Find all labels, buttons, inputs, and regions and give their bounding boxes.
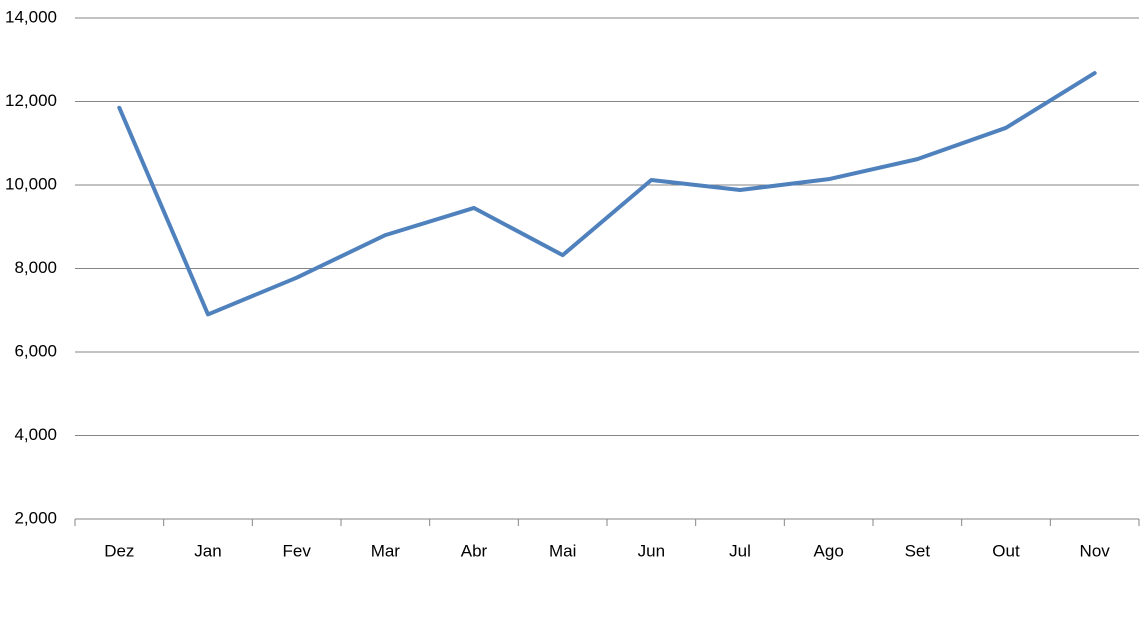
y-tick-label: 4,000 — [14, 425, 57, 444]
y-tick-label: 14,000 — [5, 7, 57, 26]
data-line — [117, 71, 1097, 317]
y-tick-label: 2,000 — [14, 508, 57, 527]
x-tick-label: Mar — [371, 541, 401, 560]
x-tick-label: Jul — [729, 541, 751, 560]
x-tick-label: Fev — [282, 541, 311, 560]
y-tick-label: 8,000 — [14, 258, 57, 277]
y-tick-label: 10,000 — [5, 174, 57, 193]
x-tick-label: Abr — [461, 541, 488, 560]
y-tick-label: 6,000 — [14, 341, 57, 360]
x-tick-label: Jan — [194, 541, 221, 560]
x-tick-label: Ago — [814, 541, 844, 560]
x-tick-label: Mai — [549, 541, 576, 560]
x-tick-label: Dez — [104, 541, 134, 560]
x-tick-label: Out — [992, 541, 1020, 560]
x-tick-label: Nov — [1080, 541, 1111, 560]
y-tick-label: 12,000 — [5, 91, 57, 110]
x-tick-label: Jun — [638, 541, 665, 560]
x-tick-label: Set — [905, 541, 931, 560]
